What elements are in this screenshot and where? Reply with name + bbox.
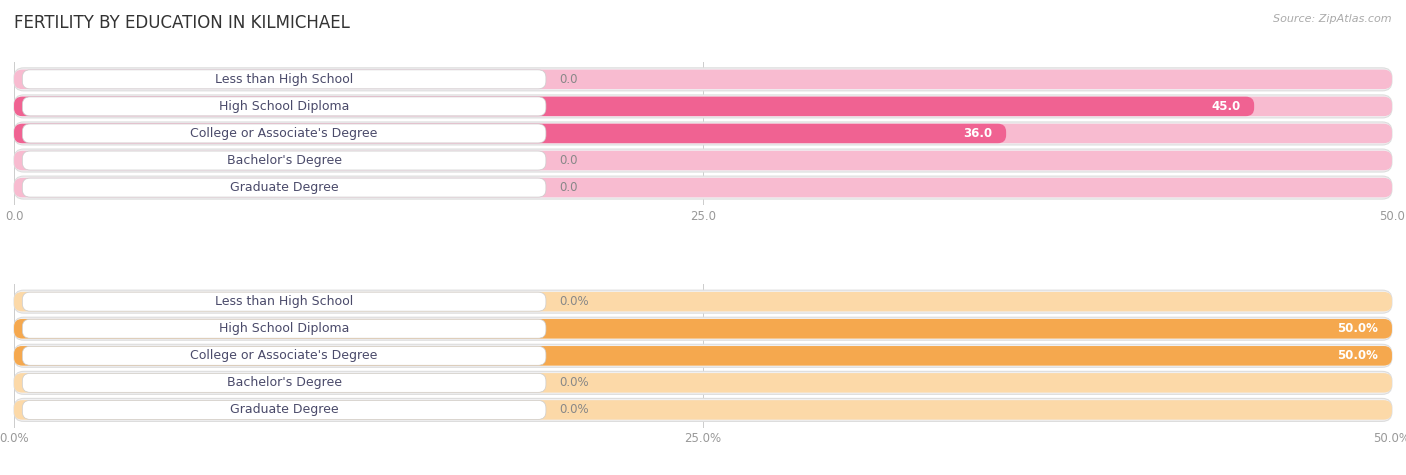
FancyBboxPatch shape [14, 149, 1392, 172]
Text: 0.0%: 0.0% [560, 295, 589, 308]
FancyBboxPatch shape [22, 346, 546, 365]
Text: 50.0%: 50.0% [1337, 349, 1378, 362]
FancyBboxPatch shape [14, 319, 1392, 339]
FancyBboxPatch shape [14, 346, 1392, 366]
FancyBboxPatch shape [22, 292, 546, 311]
FancyBboxPatch shape [22, 70, 546, 89]
Text: Bachelor's Degree: Bachelor's Degree [226, 154, 342, 167]
FancyBboxPatch shape [14, 344, 1392, 367]
FancyBboxPatch shape [14, 292, 1392, 312]
FancyBboxPatch shape [14, 346, 1392, 366]
FancyBboxPatch shape [14, 124, 1392, 143]
FancyBboxPatch shape [22, 97, 546, 116]
Text: Bachelor's Degree: Bachelor's Degree [226, 376, 342, 390]
FancyBboxPatch shape [14, 151, 1392, 170]
FancyBboxPatch shape [14, 95, 1392, 118]
FancyBboxPatch shape [14, 68, 1392, 91]
Text: Graduate Degree: Graduate Degree [229, 403, 339, 417]
Text: 36.0: 36.0 [963, 127, 993, 140]
Text: 45.0: 45.0 [1211, 100, 1240, 113]
FancyBboxPatch shape [22, 151, 546, 170]
FancyBboxPatch shape [22, 400, 546, 419]
FancyBboxPatch shape [22, 373, 546, 392]
Text: FERTILITY BY EDUCATION IN KILMICHAEL: FERTILITY BY EDUCATION IN KILMICHAEL [14, 14, 350, 32]
Text: 0.0: 0.0 [560, 154, 578, 167]
FancyBboxPatch shape [14, 124, 1007, 143]
Text: College or Associate's Degree: College or Associate's Degree [190, 349, 378, 362]
FancyBboxPatch shape [14, 96, 1254, 116]
Text: Source: ZipAtlas.com: Source: ZipAtlas.com [1274, 14, 1392, 24]
FancyBboxPatch shape [14, 319, 1392, 339]
Text: 0.0%: 0.0% [560, 403, 589, 417]
FancyBboxPatch shape [14, 290, 1392, 313]
Text: 0.0: 0.0 [560, 73, 578, 86]
Text: Less than High School: Less than High School [215, 295, 353, 308]
FancyBboxPatch shape [14, 399, 1392, 421]
FancyBboxPatch shape [14, 373, 1392, 393]
FancyBboxPatch shape [22, 124, 546, 143]
Text: High School Diploma: High School Diploma [219, 322, 349, 335]
Text: College or Associate's Degree: College or Associate's Degree [190, 127, 378, 140]
FancyBboxPatch shape [14, 371, 1392, 394]
FancyBboxPatch shape [14, 178, 1392, 197]
Text: 0.0%: 0.0% [560, 376, 589, 390]
Text: Graduate Degree: Graduate Degree [229, 181, 339, 194]
FancyBboxPatch shape [14, 70, 1392, 89]
FancyBboxPatch shape [14, 176, 1392, 199]
Text: Less than High School: Less than High School [215, 73, 353, 86]
Text: High School Diploma: High School Diploma [219, 100, 349, 113]
Text: 50.0%: 50.0% [1337, 322, 1378, 335]
FancyBboxPatch shape [14, 400, 1392, 419]
FancyBboxPatch shape [22, 319, 546, 338]
FancyBboxPatch shape [14, 122, 1392, 145]
FancyBboxPatch shape [22, 178, 546, 197]
Text: 0.0: 0.0 [560, 181, 578, 194]
FancyBboxPatch shape [14, 96, 1392, 116]
FancyBboxPatch shape [14, 317, 1392, 340]
